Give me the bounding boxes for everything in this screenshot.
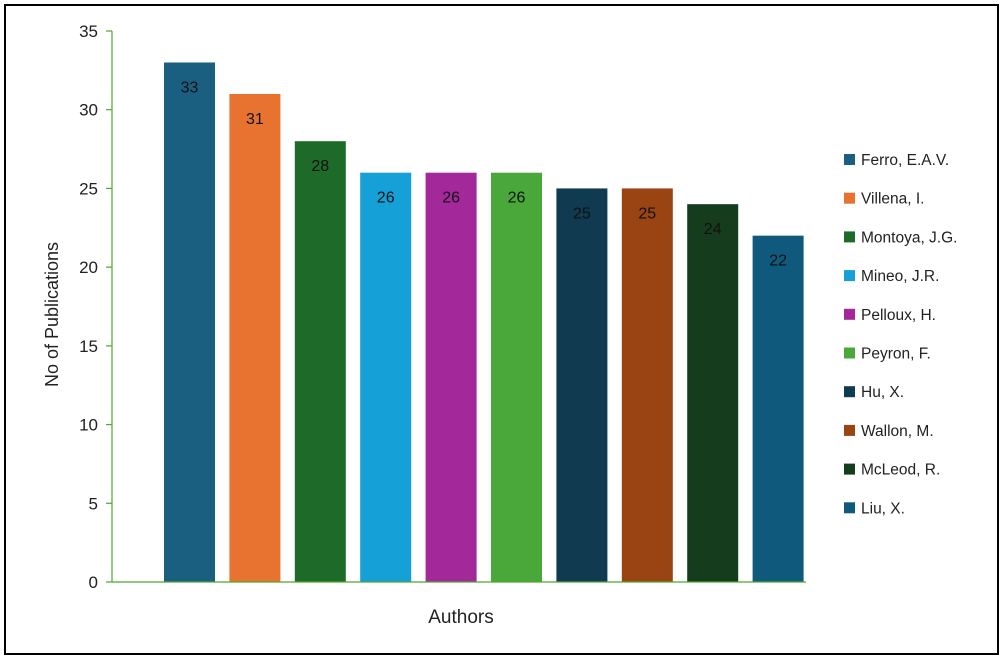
bar-8: [687, 204, 739, 582]
bar-data-label: 31: [246, 111, 264, 128]
legend-label: Hu, X.: [861, 384, 904, 401]
y-tick-label: 20: [79, 258, 98, 277]
bar-2: [294, 141, 346, 582]
legend-label: Montoya, J.G.: [861, 229, 957, 246]
bar-5: [491, 172, 543, 582]
bar-data-label: 26: [442, 190, 460, 207]
legend-label: Liu, X.: [861, 500, 905, 517]
y-tick-label: 35: [79, 22, 98, 41]
bar-0: [164, 62, 216, 582]
legend: Ferro, E.A.V. Villena, I. Montoya, J.G. Min…: [844, 152, 957, 517]
legend-label: Ferro, E.A.V.: [861, 152, 949, 169]
legend-swatch: [844, 502, 855, 514]
legend-swatch: [844, 154, 855, 165]
bar-data-label: 24: [704, 221, 722, 238]
y-tick-label: 0: [89, 573, 98, 592]
bar-data-label: 28: [311, 158, 329, 175]
y-axis-label: No of Publications: [42, 242, 62, 387]
y-tick-label: 25: [79, 179, 98, 198]
legend-swatch: [844, 386, 855, 398]
y-tick-label: 5: [89, 494, 98, 513]
y-tick-label: 30: [79, 101, 98, 120]
bar-9: [752, 235, 804, 582]
legend-label: Mineo, J.R.: [861, 268, 939, 285]
legend-label: Wallon, M.: [861, 423, 934, 440]
legend-swatch: [844, 308, 855, 320]
legend-swatch: [844, 347, 855, 359]
bar-chart: 0 5 10 15 20 25 30 35 33 31 28 26 26 26 25 25 24 22 No o…: [42, 22, 957, 628]
bar-data-label: 26: [508, 190, 526, 207]
bar-6: [556, 188, 608, 582]
bar-1: [229, 93, 281, 582]
legend-label: McLeod, R.: [861, 462, 940, 479]
legend-swatch: [844, 231, 855, 243]
y-tick-label: 15: [79, 337, 98, 356]
legend-label: Pelloux, H.: [861, 307, 936, 324]
chart-frame: 0 5 10 15 20 25 30 35 33 31 28 26 26 26 25 25 24 22 No o…: [4, 4, 999, 655]
bar-data-label: 25: [573, 205, 591, 222]
bar-data-label: 26: [377, 190, 395, 207]
legend-swatch: [844, 270, 855, 282]
bar-3: [360, 172, 412, 582]
bar-data-label: 33: [181, 79, 199, 96]
x-axis-label: Authors: [428, 607, 493, 628]
bar-4: [425, 172, 477, 582]
legend-label: Villena, I.: [861, 191, 924, 208]
y-axis: 0 5 10 15 20 25 30 35: [79, 22, 113, 592]
bar-data-label: 22: [769, 253, 787, 270]
bar-data-label: 25: [638, 205, 656, 222]
bars: 33 31 28 26 26 26 25 25 24 22: [164, 62, 804, 582]
legend-label: Peyron, F.: [861, 346, 931, 363]
legend-swatch: [844, 192, 855, 204]
y-tick-label: 10: [79, 416, 98, 435]
legend-swatch: [844, 424, 855, 436]
legend-swatch: [844, 463, 855, 475]
bar-7: [621, 188, 673, 582]
